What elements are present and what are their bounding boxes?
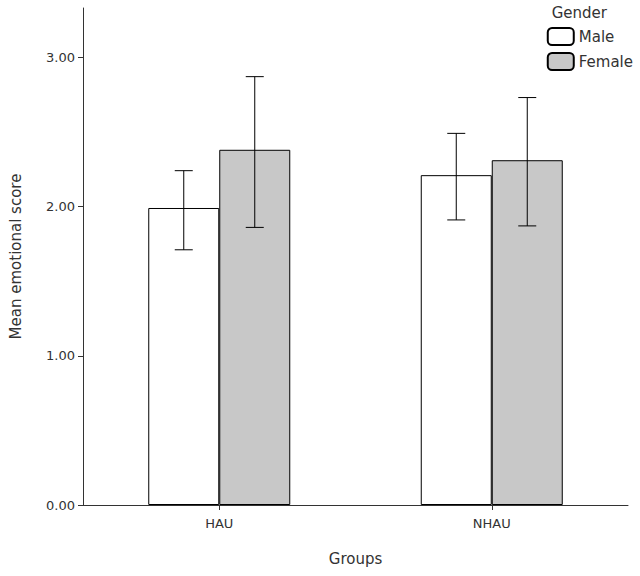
svg-text:3.00: 3.00 <box>46 50 75 65</box>
svg-text:Mean emotional score: Mean emotional score <box>7 174 25 340</box>
svg-text:HAU: HAU <box>205 516 233 531</box>
svg-text:Gender: Gender <box>552 4 608 22</box>
svg-text:0.00: 0.00 <box>46 498 75 513</box>
svg-text:Female: Female <box>579 53 633 71</box>
svg-text:Male: Male <box>579 28 615 46</box>
svg-text:Groups: Groups <box>329 550 383 568</box>
svg-text:NHAU: NHAU <box>473 516 511 531</box>
svg-text:1.00: 1.00 <box>46 348 75 363</box>
svg-text:2.00: 2.00 <box>46 199 75 214</box>
